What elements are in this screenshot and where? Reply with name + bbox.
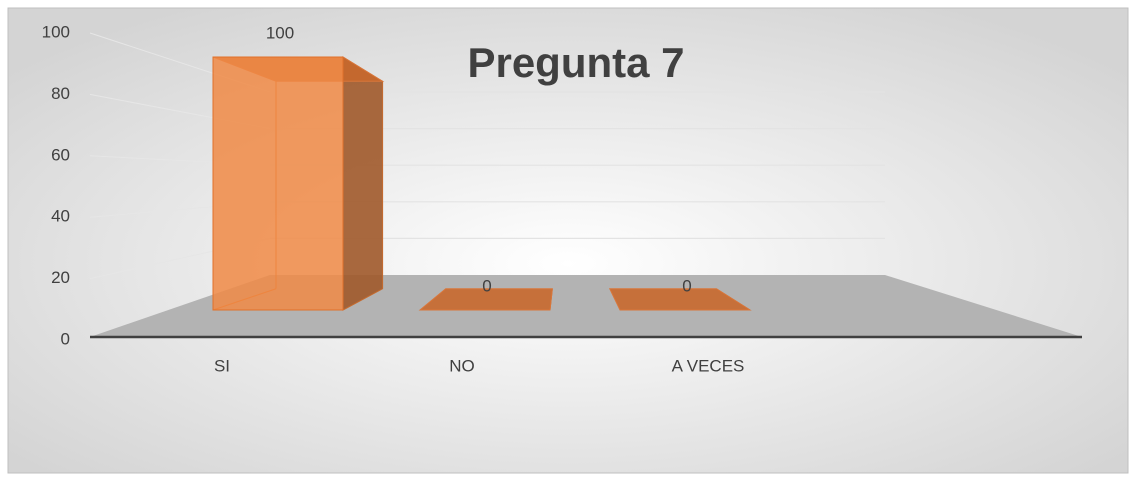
x-tick-label: SI [214, 356, 230, 375]
y-tick-label: 80 [51, 84, 70, 103]
bar-top [418, 288, 553, 311]
y-tick-label: 0 [61, 329, 70, 348]
y-tick-label: 40 [51, 207, 70, 226]
data-label: 100 [266, 23, 294, 42]
data-label: 0 [482, 276, 491, 295]
bar [212, 56, 344, 311]
chart-area [7, 7, 1129, 474]
x-tick-label: NO [449, 356, 475, 375]
bar-side [342, 56, 384, 311]
chart-title: Pregunta 7 [467, 39, 684, 86]
y-tick-label: 20 [51, 268, 70, 287]
y-tick-label: 100 [42, 22, 70, 41]
data-label: 0 [682, 276, 691, 295]
y-tick-label: 60 [51, 145, 70, 164]
x-tick-label: A VECES [672, 356, 745, 375]
bar-top [608, 288, 752, 311]
